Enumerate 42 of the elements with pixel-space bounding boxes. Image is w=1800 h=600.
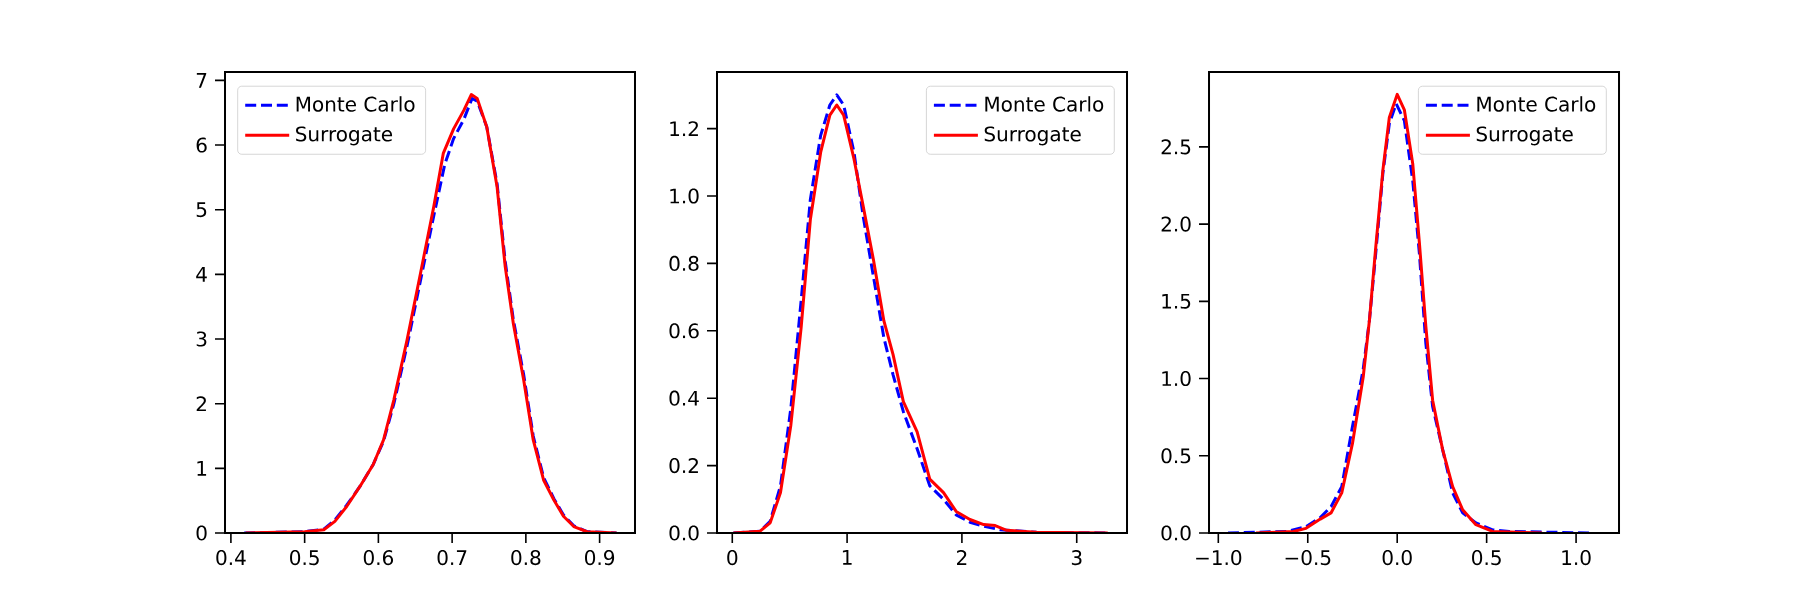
- legend-label: Surrogate: [296, 126, 393, 146]
- x-tick-label: 0: [727, 550, 738, 566]
- y-tick-label: 1.0: [670, 188, 699, 204]
- y-tick-label: 0.0: [669, 525, 699, 541]
- y-tick-label: 7: [196, 73, 207, 88]
- x-tick-label: 0.0: [1382, 550, 1412, 566]
- x-tick-label: −0.5: [1285, 550, 1331, 566]
- x-tick-label: 2: [957, 550, 967, 565]
- legend-label: Surrogate: [984, 126, 1081, 146]
- x-tick-label: 0.9: [585, 550, 615, 566]
- x-tick-label: 0.6: [363, 550, 394, 566]
- y-tick-label: 2.5: [1161, 139, 1191, 155]
- y-tick-label: 0.6: [669, 323, 699, 339]
- y-tick-label: 0.0: [1161, 525, 1191, 541]
- y-tick-label: 0: [196, 525, 207, 541]
- legend-label: Monte Carlo: [1477, 96, 1596, 112]
- x-tick-label: 0.7: [437, 550, 467, 566]
- y-tick-label: 2.0: [1161, 216, 1191, 232]
- x-tick-label: 0.8: [511, 550, 541, 566]
- legend-label: Monte Carlo: [296, 96, 415, 112]
- y-tick-label: 2: [196, 396, 206, 412]
- y-tick-label: 6: [196, 137, 207, 153]
- x-tick-label: 1.0: [1562, 550, 1591, 566]
- legend-label: Monte Carlo: [985, 96, 1104, 112]
- y-tick-label: 1.2: [670, 121, 698, 137]
- x-tick-label: 0.5: [1472, 550, 1501, 566]
- x-tick-label: 0.4: [216, 550, 246, 566]
- y-tick-label: 0.8: [669, 255, 699, 271]
- y-tick-label: 0.4: [669, 390, 699, 406]
- x-tick-label: 0.5: [290, 550, 319, 566]
- x-tick-label: 3: [1071, 550, 1082, 566]
- y-tick-label: 1: [197, 461, 207, 476]
- y-tick-label: 4: [196, 267, 207, 282]
- y-tick-label: 5: [196, 202, 207, 218]
- y-tick-label: 3: [196, 331, 207, 347]
- y-tick-label: 0.2: [669, 458, 698, 474]
- x-tick-label: 1: [842, 550, 852, 565]
- x-tick-label: −1.0: [1196, 550, 1242, 566]
- y-tick-label: 1.0: [1162, 370, 1191, 387]
- y-tick-label: 0.5: [1161, 448, 1191, 464]
- y-tick-label: 1.5: [1162, 293, 1191, 309]
- legend-label: Surrogate: [1476, 126, 1573, 146]
